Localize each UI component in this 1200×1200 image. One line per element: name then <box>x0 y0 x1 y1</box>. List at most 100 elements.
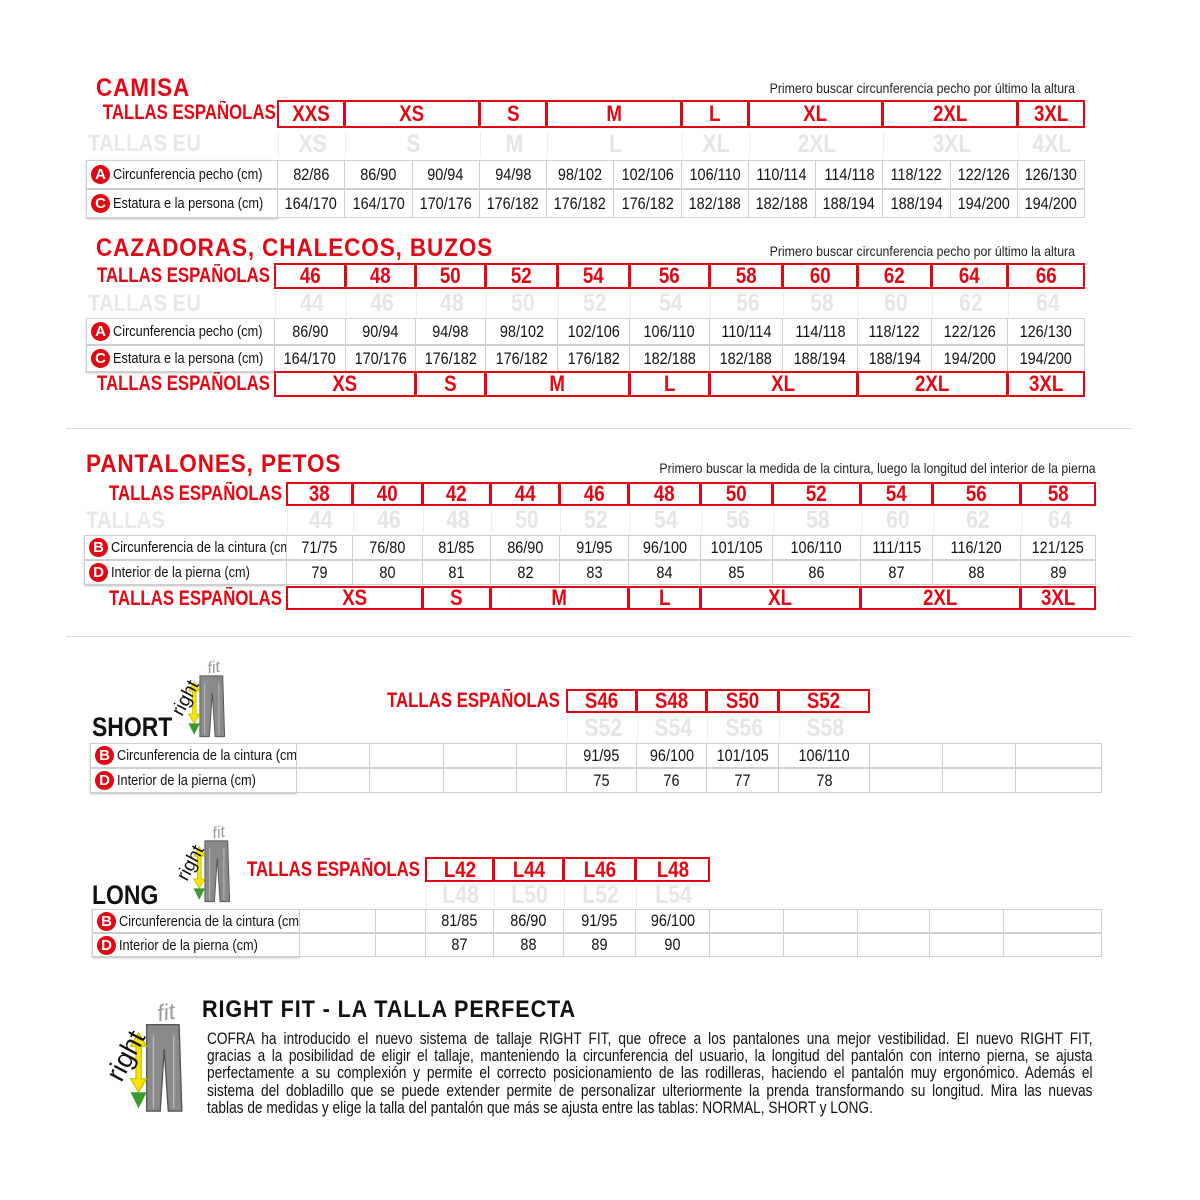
short-title: SHORT <box>92 712 173 742</box>
size-header-eu-text: 62 <box>959 289 983 317</box>
data-cell-text: 98/102 <box>499 321 544 341</box>
size-header-es-text: 46 <box>299 263 321 288</box>
empty-cell <box>516 768 567 793</box>
data-cell: 82 <box>490 560 560 585</box>
data-cell-text: 91/95 <box>581 911 618 930</box>
data-cell: 118/122 <box>882 160 951 189</box>
size-group-letter: S <box>422 585 491 610</box>
size-header-eu: 54 <box>630 289 711 317</box>
data-cell-text: 176/182 <box>621 193 674 213</box>
data-cell-text: 84 <box>656 562 673 582</box>
size-group-letter: 3XL <box>1020 585 1096 610</box>
data-cell-text: 79 <box>311 562 328 582</box>
size-header-es-text: 42 <box>446 481 467 506</box>
data-cell-text: 176/182 <box>486 193 539 213</box>
data-cell-text: 86/90 <box>510 911 547 930</box>
data-cell-text: 106/110 <box>643 321 696 341</box>
size-header-es: L42 <box>425 857 494 882</box>
size-header-eu-text: 58 <box>809 289 834 317</box>
size-header-eu-text: L50 <box>511 881 549 909</box>
data-cell: 86/90 <box>274 318 346 345</box>
description-line: perfectamente a su complexión y permite … <box>207 1063 1093 1083</box>
size-group-letter-text: S <box>444 371 457 396</box>
size-header-eu-text: 3XL <box>932 130 971 158</box>
size-header-es: 60 <box>782 263 858 289</box>
size-header-eu: 4XL <box>1017 130 1086 158</box>
size-header-es-text: M <box>605 101 622 126</box>
size-header-es-text: L46 <box>583 856 616 882</box>
size-header-es-text: 64 <box>959 263 980 288</box>
data-cell: 176/182 <box>557 345 630 372</box>
data-cell-text: 164/170 <box>352 193 405 213</box>
data-cell: 101/105 <box>706 743 779 768</box>
data-cell: 81 <box>422 560 491 585</box>
size-header-es: 52 <box>772 481 861 506</box>
size-header-es-text: 48 <box>654 481 675 506</box>
svg-text:fit: fit <box>155 998 179 1027</box>
data-cell: 188/194 <box>857 345 932 372</box>
data-cell: 164/170 <box>344 189 413 218</box>
size-header-eu-text: 64 <box>1035 289 1060 317</box>
letter-d-icon: D <box>95 771 114 790</box>
empty-cell <box>1003 933 1102 957</box>
size-header-eu: L54 <box>636 881 711 909</box>
size-header-es-text: 60 <box>809 263 831 288</box>
size-header-es-text: 54 <box>886 481 907 506</box>
size-header-es: S <box>478 100 547 128</box>
data-cell-text: 75 <box>593 770 610 790</box>
data-cell: 79 <box>286 560 353 585</box>
size-header-eu: L50 <box>494 881 565 909</box>
size-header-eu: 56 <box>710 289 784 317</box>
data-cell-text: 90/94 <box>362 321 399 341</box>
row-label: Interior de la pierna (cm) <box>117 772 256 789</box>
size-header-eu: L <box>547 130 683 158</box>
size-header-es: 46 <box>274 263 346 289</box>
size-group-letter-text: 3XL <box>1040 585 1076 610</box>
size-header-eu: L52 <box>564 881 637 909</box>
tallas-espanolas-label: TALLAS ESPAÑOLAS <box>97 264 270 287</box>
data-cell: 87 <box>425 933 494 957</box>
letter-b-icon: B <box>95 746 114 765</box>
data-cell: 78 <box>778 768 870 793</box>
data-cell-text: 88 <box>968 562 985 582</box>
size-header-eu-text: XS <box>298 130 327 158</box>
size-header-es: S46 <box>566 688 637 713</box>
size-header-es-text: 56 <box>966 481 987 506</box>
size-header-es: M <box>546 100 682 128</box>
data-cell: 106/110 <box>778 743 870 768</box>
size-header-eu-text: L52 <box>582 881 620 909</box>
data-cell-text: 76/80 <box>369 537 406 557</box>
data-cell: 86/90 <box>490 535 560 560</box>
data-cell-text: 81/85 <box>438 537 475 557</box>
tallas-eu-label: TALLAS EU <box>88 130 201 157</box>
size-header-eu-text: S54 <box>654 714 692 742</box>
letter-d-icon: D <box>89 563 108 582</box>
data-cell: 90/94 <box>411 160 480 189</box>
tallas-espanolas-label: TALLAS ESPAÑOLAS <box>109 482 282 505</box>
data-cell: 170/176 <box>411 189 480 218</box>
empty-cell <box>942 768 1016 793</box>
size-header-eu-text: 54 <box>659 289 683 317</box>
size-header-es-text: 62 <box>884 263 905 288</box>
size-header-es-text: 2XL <box>932 101 968 126</box>
data-cell-text: 111/115 <box>871 537 922 557</box>
data-cell: 94/98 <box>478 160 547 189</box>
size-group-letter-text: XS <box>342 585 367 610</box>
data-cell-text: 170/176 <box>419 193 472 213</box>
data-cell-text: 94/98 <box>494 164 531 184</box>
size-header-eu-text: 56 <box>726 506 750 534</box>
data-cell: 88 <box>932 560 1021 585</box>
row-label-cell: C Estatura e la persona (cm) <box>86 189 278 218</box>
data-cell: 96/100 <box>635 909 710 933</box>
size-header-eu: 52 <box>560 506 630 534</box>
data-cell-text: 188/194 <box>793 348 847 368</box>
svg-text:right: right <box>173 841 209 884</box>
data-cell: 83 <box>559 560 629 585</box>
data-cell: 122/126 <box>949 160 1018 189</box>
data-cell: 194/200 <box>1007 345 1085 372</box>
data-cell: 106/110 <box>629 318 710 345</box>
letter-b-icon: B <box>89 538 108 557</box>
data-cell: 194/200 <box>931 345 1008 372</box>
size-header-es: 48 <box>628 481 701 506</box>
row-label: Circunferencia de la cintura (cm) <box>119 912 304 930</box>
